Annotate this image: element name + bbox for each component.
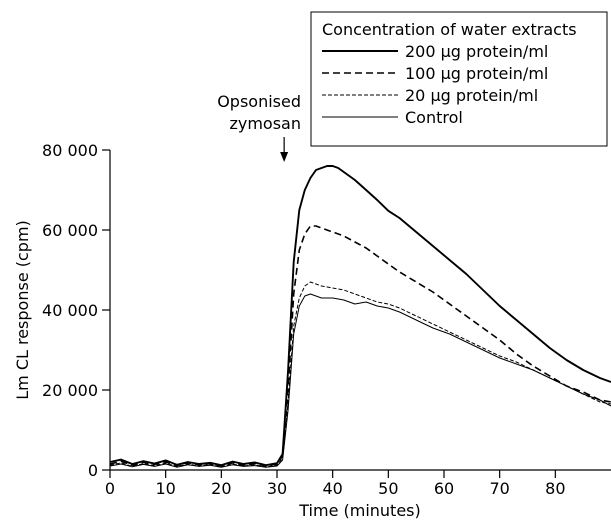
legend-label: 20 µg protein/ml	[405, 86, 538, 105]
series-line-control	[109, 293, 611, 468]
x-tick-label: 80	[545, 479, 565, 498]
x-tick-label: 20	[211, 479, 231, 498]
y-tick-label: 60 000	[42, 221, 98, 240]
y-tick-label: 0	[88, 461, 98, 480]
legend-title: Concentration of water extracts	[322, 20, 577, 39]
legend-box	[310, 11, 608, 147]
series-line-200-g-protein-ml	[109, 165, 611, 467]
annotation-label: zymosan	[229, 114, 301, 133]
legend: Concentration of water extracts 200 µg p…	[310, 11, 608, 147]
series-line-20-g-protein-ml	[109, 281, 611, 468]
x-tick-label: 30	[267, 479, 287, 498]
x-tick-label: 70	[489, 479, 509, 498]
y-ticks: 0 20 000 40 000 60 000 80 000	[42, 141, 110, 480]
x-tick-label: 40	[322, 479, 342, 498]
annotation-label: Opsonised	[217, 92, 301, 111]
x-tick-label: 50	[378, 479, 398, 498]
y-tick-label: 80 000	[42, 141, 98, 160]
series-group	[109, 165, 611, 468]
series-line-100-g-protein-ml	[109, 225, 611, 467]
y-tick-label: 40 000	[42, 301, 98, 320]
axes	[109, 150, 611, 471]
annotation-opsonised-zymosan: Opsonised zymosan	[217, 92, 301, 162]
y-tick-label: 20 000	[42, 381, 98, 400]
x-tick-label: 10	[155, 479, 175, 498]
x-tick-label: 0	[105, 479, 115, 498]
y-axis-title: Lm CL response (cpm)	[13, 220, 32, 400]
legend-label: 100 µg protein/ml	[405, 64, 548, 83]
x-tick-label: 60	[434, 479, 454, 498]
legend-label: 200 µg protein/ml	[405, 42, 548, 61]
annotation-arrow-head	[280, 152, 289, 162]
x-ticks: 0 10 20 30 40 50 60 70 80	[105, 470, 566, 498]
legend-label: Control	[405, 108, 463, 127]
x-axis-title: Time (minutes)	[298, 501, 421, 520]
